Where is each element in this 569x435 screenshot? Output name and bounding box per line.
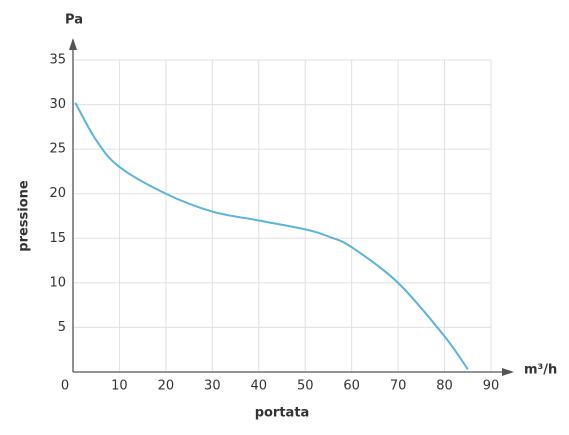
x-tick-label: 30 — [204, 379, 221, 394]
x-axis-arrow — [502, 368, 514, 376]
y-axis-arrow — [69, 38, 77, 50]
y-tick-label: 5 — [58, 320, 66, 335]
y-tick-label: 35 — [49, 53, 66, 68]
y-tick-label: 10 — [49, 275, 66, 290]
x-tick-label: 40 — [251, 379, 268, 394]
x-tick-label: 0 — [61, 379, 69, 394]
y-tick-label: 25 — [49, 142, 66, 157]
curve — [74, 102, 469, 370]
x-tick-label: 60 — [343, 379, 360, 394]
x-tick-label: 50 — [297, 379, 314, 394]
y-tick-label: 15 — [49, 231, 66, 246]
y-tick-label: 30 — [49, 97, 66, 112]
x-tick-label: 10 — [111, 379, 128, 394]
x-tick-label: 80 — [436, 379, 453, 394]
x-unit: m³/h — [524, 363, 557, 378]
x-tick-label: 90 — [483, 379, 500, 394]
y-axis-label: pressione — [17, 180, 32, 252]
y-unit: Pa — [65, 13, 83, 28]
y-tick-label: 20 — [49, 186, 66, 201]
x-axis-label: portata — [255, 406, 310, 421]
x-tick-label: 20 — [158, 379, 175, 394]
x-tick-label: 70 — [390, 379, 407, 394]
